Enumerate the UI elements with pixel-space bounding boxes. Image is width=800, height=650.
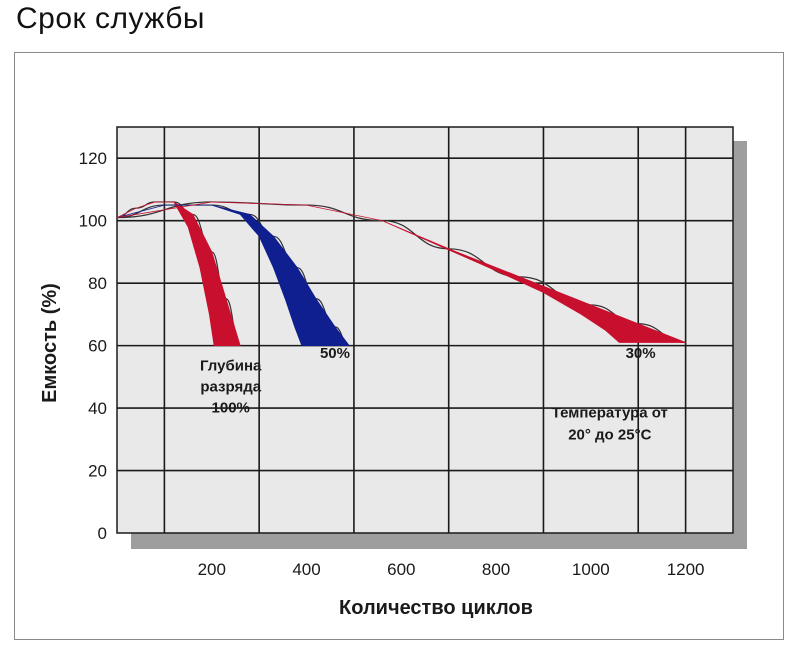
y-tick-label: 40 — [88, 399, 107, 418]
y-tick-label: 20 — [88, 462, 107, 481]
page-title: Срок службы — [16, 2, 205, 35]
y-tick-label: 60 — [88, 337, 107, 356]
y-tick-label: 120 — [79, 149, 107, 168]
series-band-2 — [116, 204, 350, 346]
temperature-annotation: Температура от 20° до 25°С — [552, 404, 668, 443]
series-label-1: разряда — [200, 379, 261, 396]
failure-bands — [116, 201, 686, 346]
x-tick-label: 600 — [387, 560, 415, 579]
annotation-line: Температура от — [552, 404, 668, 421]
series-label-2: 50% — [320, 345, 350, 362]
x-tick-labels: 200 400 600 800 1000 1200 — [198, 560, 705, 579]
x-tick-label: 1000 — [572, 560, 610, 579]
y-tick-label: 100 — [79, 212, 107, 231]
series-band-1 — [116, 201, 241, 346]
x-tick-label: 200 — [198, 560, 226, 579]
y-tick-label: 0 — [98, 524, 107, 543]
y-tick-label: 80 — [88, 274, 107, 293]
series-label-1: 100% — [212, 400, 250, 417]
annotation-line: 20° до 25°С — [568, 426, 651, 443]
x-tick-label: 400 — [292, 560, 320, 579]
x-axis-label: Количество циклов — [339, 597, 533, 619]
y-tick-labels: 0 20 40 60 80 100 120 — [79, 149, 107, 543]
series-label-1: Глубина — [200, 358, 262, 375]
series-label-3: 30% — [626, 345, 656, 362]
x-tick-label: 800 — [482, 560, 510, 579]
y-axis-label: Емкость (%) — [39, 283, 61, 403]
series-band-3 — [116, 201, 686, 343]
series-labels: Глубина разряда 100% 50% 30% — [200, 345, 656, 416]
grid-lines — [117, 127, 733, 533]
x-tick-label: 1200 — [667, 560, 705, 579]
